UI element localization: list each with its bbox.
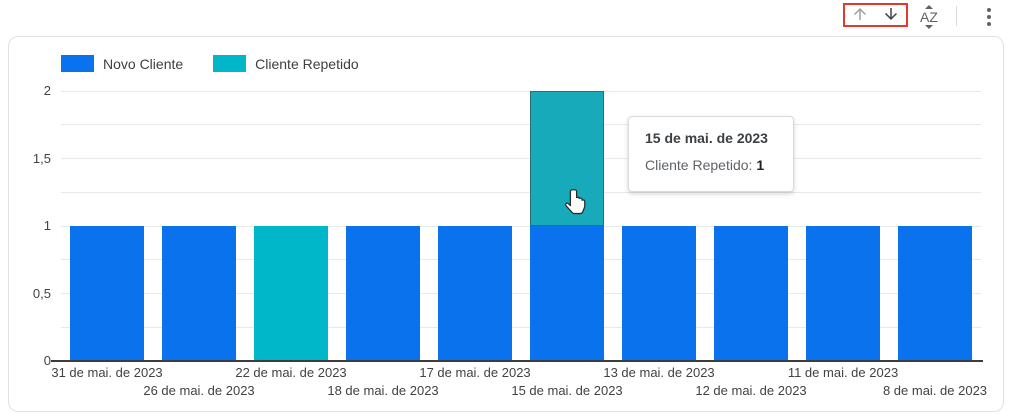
- gridline: [61, 225, 981, 227]
- x-axis-label: 12 de mai. de 2023: [695, 383, 807, 398]
- arrow-up-icon: [851, 5, 869, 26]
- tooltip-value: 1: [756, 157, 765, 173]
- y-axis-label: 2: [43, 83, 51, 98]
- bar-segment[interactable]: [438, 226, 512, 361]
- x-axis-label: 18 de mai. de 2023: [327, 383, 439, 398]
- legend-swatch-icon: [213, 55, 247, 72]
- chart-tooltip: 15 de mai. de 2023 Cliente Repetido: 1: [628, 116, 794, 192]
- x-axis-baseline: [51, 360, 983, 362]
- bar-segment[interactable]: [254, 226, 328, 361]
- x-axis-label: 22 de mai. de 2023: [235, 365, 347, 380]
- bar-segment[interactable]: [346, 226, 420, 361]
- gridline: [61, 326, 981, 328]
- x-axis-label: 13 de mai. de 2023: [603, 365, 715, 380]
- x-axis-label: 31 de mai. de 2023: [51, 365, 163, 380]
- tooltip-title: 15 de mai. de 2023: [645, 130, 768, 146]
- bar-segment[interactable]: [70, 226, 144, 361]
- bar-segment[interactable]: [162, 226, 236, 361]
- gridline: [61, 293, 981, 294]
- legend-item[interactable]: Novo Cliente: [61, 55, 183, 72]
- legend-label: Cliente Repetido: [255, 55, 359, 72]
- kebab-menu-icon: [987, 8, 991, 26]
- gridline: [61, 158, 981, 159]
- move-up-button[interactable]: [846, 5, 874, 25]
- bar-segment[interactable]: [898, 226, 972, 361]
- x-axis-label: 11 de mai. de 2023: [787, 365, 899, 380]
- plot-area: 31 de mai. de 2023 26 de mai. de 2023 22 d…: [51, 90, 987, 398]
- move-down-button[interactable]: [877, 5, 905, 25]
- x-axis-label: 15 de mai. de 2023: [511, 383, 623, 398]
- y-axis-label: 0: [43, 353, 51, 368]
- y-axis-label: 0,5: [32, 285, 51, 301]
- gridline: [61, 90, 981, 92]
- tooltip-series-label: Cliente Repetido:: [645, 157, 753, 173]
- sort-alphabetical-button[interactable]: AZ: [914, 4, 944, 30]
- gridline: [61, 124, 981, 126]
- bar-segment[interactable]: [806, 226, 880, 361]
- bar-segment[interactable]: [622, 226, 696, 361]
- more-options-button[interactable]: [981, 6, 997, 28]
- arrow-down-icon: [882, 5, 900, 26]
- bar-segment[interactable]: [714, 226, 788, 361]
- chart-card: Novo Cliente Cliente Repetido 31 de mai. …: [8, 36, 1004, 412]
- bar-segment[interactable]: [530, 226, 604, 361]
- gridline: [61, 191, 981, 193]
- selection-highlight: [843, 3, 908, 27]
- tooltip-body: Cliente Repetido: 1: [645, 157, 777, 173]
- x-axis-label: 17 de mai. de 2023: [419, 365, 531, 380]
- x-axis-label: 8 de mai. de 2023: [882, 383, 988, 398]
- legend-item[interactable]: Cliente Repetido: [213, 55, 359, 72]
- legend-swatch-icon: [61, 55, 94, 72]
- x-axis-label: 26 de mai. de 2023: [143, 383, 255, 398]
- y-axis-label: 1,5: [32, 150, 51, 166]
- gridline: [61, 259, 981, 261]
- toolbar-divider: [956, 6, 957, 26]
- bar-segment[interactable]: [530, 91, 604, 226]
- legend-label: Novo Cliente: [103, 55, 184, 72]
- y-axis-label: 1: [43, 218, 51, 233]
- legend: Novo Cliente Cliente Repetido: [61, 55, 359, 72]
